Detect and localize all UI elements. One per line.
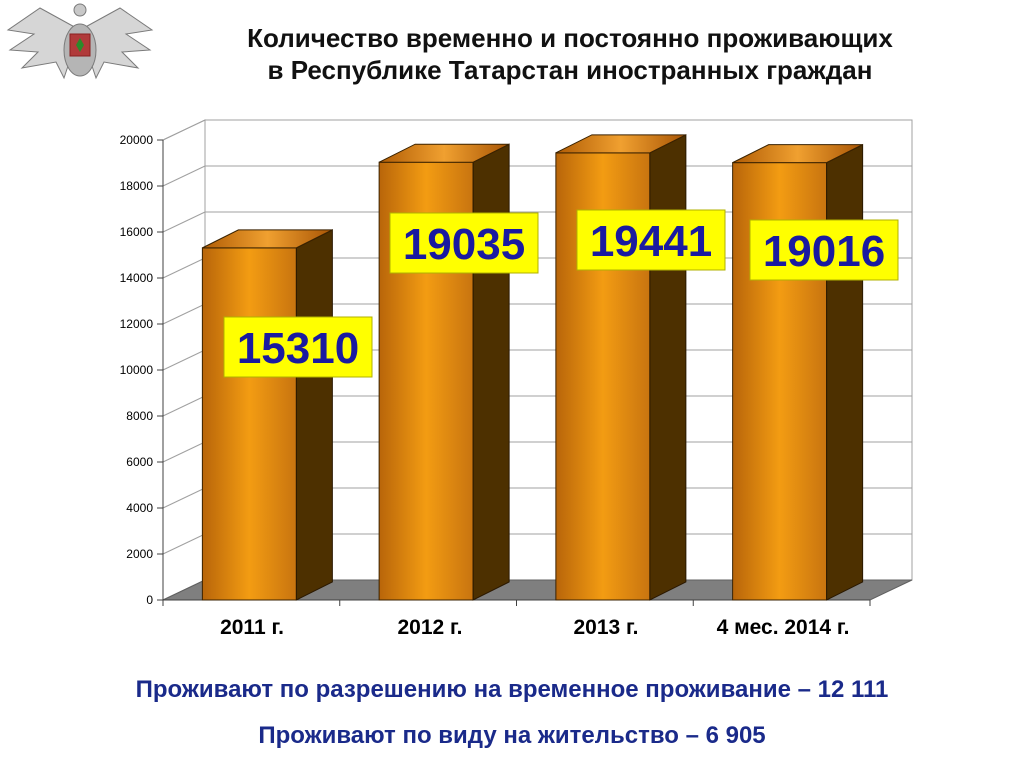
- gridline: [162, 165, 206, 187]
- y-tick-label: 14000: [120, 271, 154, 285]
- y-tick-label: 6000: [126, 455, 153, 469]
- data-label: 19035: [403, 220, 525, 269]
- data-label-box: [223, 316, 373, 378]
- gridline: [162, 349, 206, 371]
- bar-top: [555, 134, 687, 154]
- y-tick-label: 20000: [120, 133, 154, 147]
- bar-side: [649, 134, 687, 601]
- footer-line-temporary-residence: Проживают по разрешению на временное про…: [135, 676, 889, 703]
- data-label: 15310: [237, 324, 359, 373]
- x-tick-label: 2011 г.: [220, 616, 284, 639]
- chart-title-line2: в Республике Татарстан иностранных гражд…: [267, 55, 873, 85]
- bar-top: [378, 143, 510, 163]
- x-tick-label: 2012 г.: [397, 616, 463, 639]
- y-tick-label: 4000: [126, 501, 153, 515]
- data-label-box: [576, 209, 726, 271]
- gridline: [162, 257, 206, 279]
- gridline: [162, 119, 206, 141]
- footer-line-residence-permit: Проживают по виду на жительство – 6 905: [258, 722, 766, 749]
- gridline: [162, 303, 206, 325]
- y-tick-label: 18000: [120, 179, 154, 193]
- double-headed-eagle-emblem-icon: [6, 3, 154, 80]
- bar-top: [202, 229, 333, 249]
- x-tick-label: 4 мес. 2014 г.: [716, 616, 850, 639]
- y-tick-label: 12000: [120, 317, 154, 331]
- data-label: 19016: [763, 227, 885, 276]
- bar-side: [295, 229, 333, 601]
- y-tick-label: 16000: [120, 225, 154, 239]
- bar-top: [732, 144, 863, 164]
- chart-title: Количество временно и постоянно проживаю…: [190, 22, 950, 86]
- y-tick-label: 0: [146, 593, 153, 607]
- data-label: 19441: [590, 217, 712, 266]
- gridline: [162, 487, 206, 509]
- gridline: [162, 395, 206, 417]
- bar-chart: 0 2000 4000 6000 8000 10000 12000 14000 16000 180…: [120, 119, 913, 607]
- chart-title-line1: Количество временно и постоянно проживаю…: [247, 23, 893, 53]
- gridline: [162, 441, 206, 463]
- y-tick-label: 2000: [126, 547, 153, 561]
- bar-side: [826, 143, 864, 601]
- data-label-box: [749, 219, 899, 281]
- bar-front: [201, 247, 297, 601]
- gridline: [162, 533, 206, 555]
- y-tick-label: 10000: [120, 363, 154, 377]
- x-tick-label: 2013 г.: [573, 616, 639, 639]
- y-tick-label: 8000: [126, 409, 153, 423]
- data-label-box: [389, 212, 539, 274]
- gridline: [162, 211, 206, 233]
